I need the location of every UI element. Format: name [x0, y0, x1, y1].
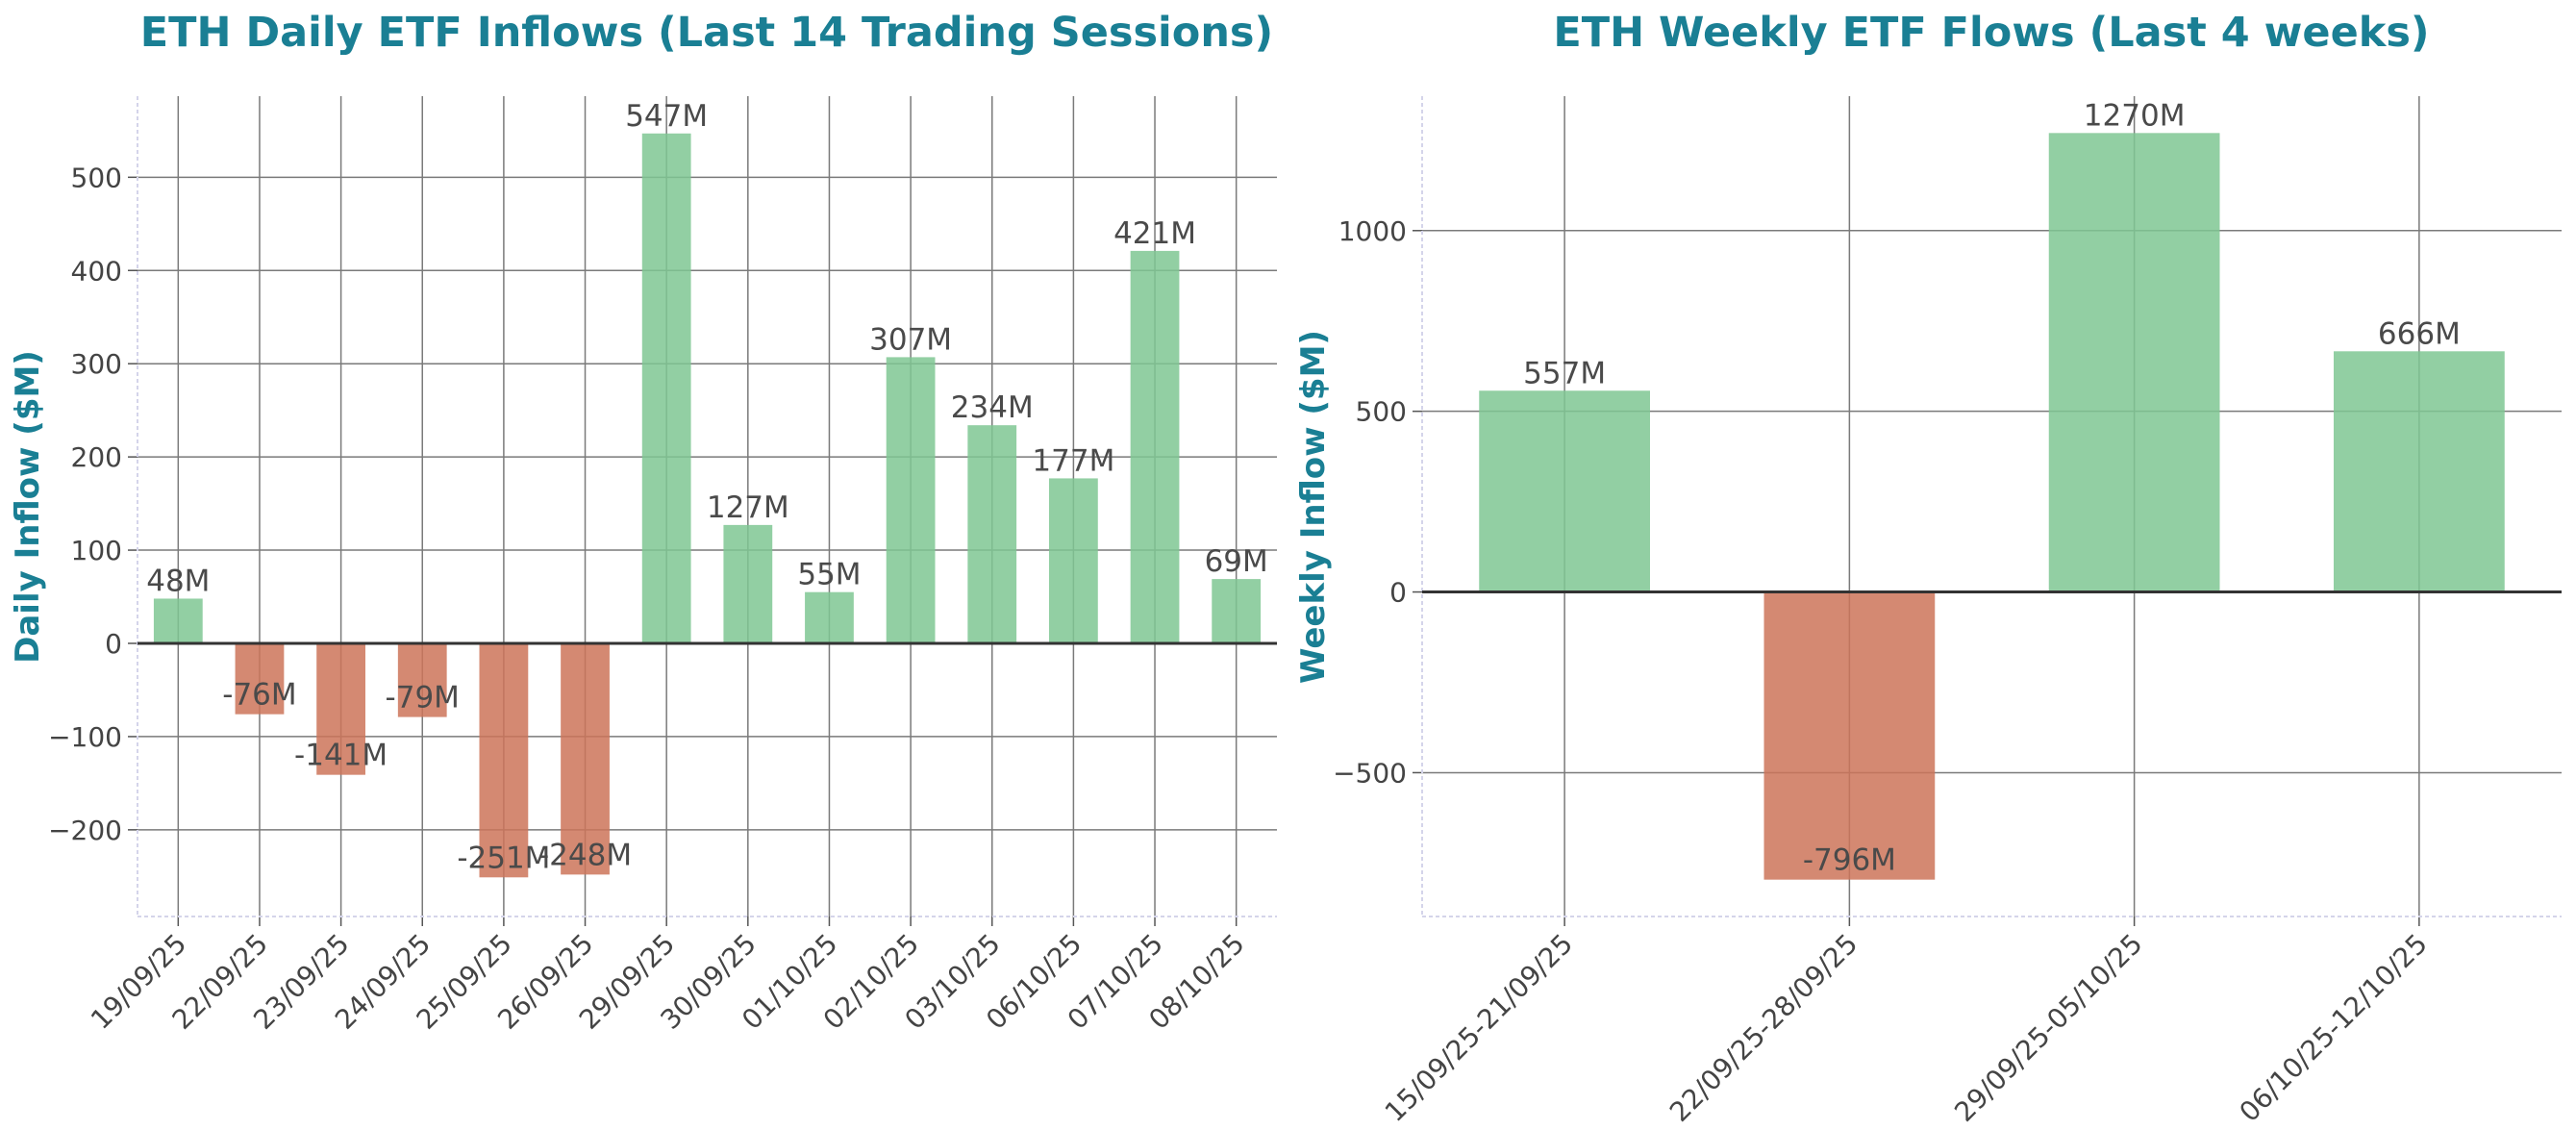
bar-value-label: 177M: [1032, 443, 1114, 478]
y-tick-label: 200: [71, 441, 122, 473]
bar: [235, 642, 285, 715]
bar-value-label: 48M: [146, 564, 210, 598]
bar-value-label: -76M: [222, 678, 296, 713]
weekly-data-labels: 557M -796M 1270M 666M: [1422, 98, 2562, 878]
bar-value-label: -141M: [294, 739, 388, 773]
bar: [805, 591, 854, 643]
y-tick-label: 500: [71, 162, 122, 193]
bar-value-label: 69M: [1205, 544, 1268, 579]
y-tick-label: 1000: [1338, 215, 1407, 247]
bar-value-label: 127M: [707, 490, 789, 525]
y-tick-label: 400: [71, 255, 122, 287]
bar: [1763, 591, 1936, 880]
daily-grid: [128, 96, 1277, 926]
bar-value-label: 547M: [625, 99, 708, 134]
bar-value-label: 1270M: [2084, 98, 2186, 133]
y-tick-label: 0: [105, 628, 122, 660]
bar-value-label: 307M: [869, 322, 952, 357]
bar: [886, 357, 936, 643]
bar-value-label: 666M: [2378, 316, 2461, 351]
bar-value-label: 55M: [797, 558, 861, 592]
y-tick-label: −200: [48, 815, 122, 846]
bar: [1130, 250, 1180, 643]
bar-value-label: 421M: [1113, 216, 1196, 251]
bar: [1049, 478, 1098, 643]
bar: [641, 133, 691, 643]
weekly-bars: [1479, 133, 2505, 880]
weekly-y-axis-label: Weekly Inflow ($M): [1294, 330, 1333, 684]
weekly-chart-title: ETH Weekly ETF Flows (Last 4 weeks): [1553, 9, 2429, 57]
y-tick-label: 300: [71, 348, 122, 380]
x-tick-label: 15/09/25-21/09/25: [1379, 928, 1579, 1128]
daily-bars: [153, 133, 1262, 878]
bar: [153, 598, 203, 643]
bar: [479, 642, 529, 878]
bar: [967, 425, 1017, 643]
bar-value-label: -796M: [1803, 843, 1896, 878]
y-tick-label: −100: [48, 721, 122, 753]
weekly-flows-chart: ETH Weekly ETF Flows (Last 4 weeks) Week…: [1294, 9, 2562, 1128]
y-tick-label: 100: [71, 535, 122, 566]
bar: [1212, 579, 1262, 643]
bar-value-label: -251M: [457, 841, 550, 875]
bar-value-label: 557M: [1523, 356, 1606, 390]
bar: [397, 642, 447, 717]
daily-chart-title: ETH Daily ETF Inflows (Last 14 Trading S…: [140, 9, 1273, 57]
bar: [1479, 390, 1650, 592]
bar-value-label: -79M: [386, 681, 460, 716]
x-tick-label: 06/10/25-12/10/25: [2233, 928, 2433, 1128]
bar-value-label: 234M: [951, 390, 1034, 425]
bar: [2048, 133, 2220, 592]
bar: [561, 642, 610, 875]
y-tick-label: 0: [1389, 577, 1407, 609]
y-tick-label: 500: [1356, 396, 1407, 428]
bar-value-label: -248M: [538, 838, 632, 872]
daily-y-axis-label: Daily Inflow ($M): [9, 350, 47, 664]
x-tick-label: 29/09/25-05/10/25: [1948, 928, 2148, 1128]
bar: [2334, 351, 2505, 592]
y-tick-label: −500: [1333, 757, 1407, 789]
daily-inflows-chart: ETH Daily ETF Inflows (Last 14 Trading S…: [9, 9, 1277, 1036]
bar: [316, 642, 365, 775]
x-tick-label: 22/09/25-28/09/25: [1663, 928, 1863, 1128]
bar: [723, 524, 773, 643]
